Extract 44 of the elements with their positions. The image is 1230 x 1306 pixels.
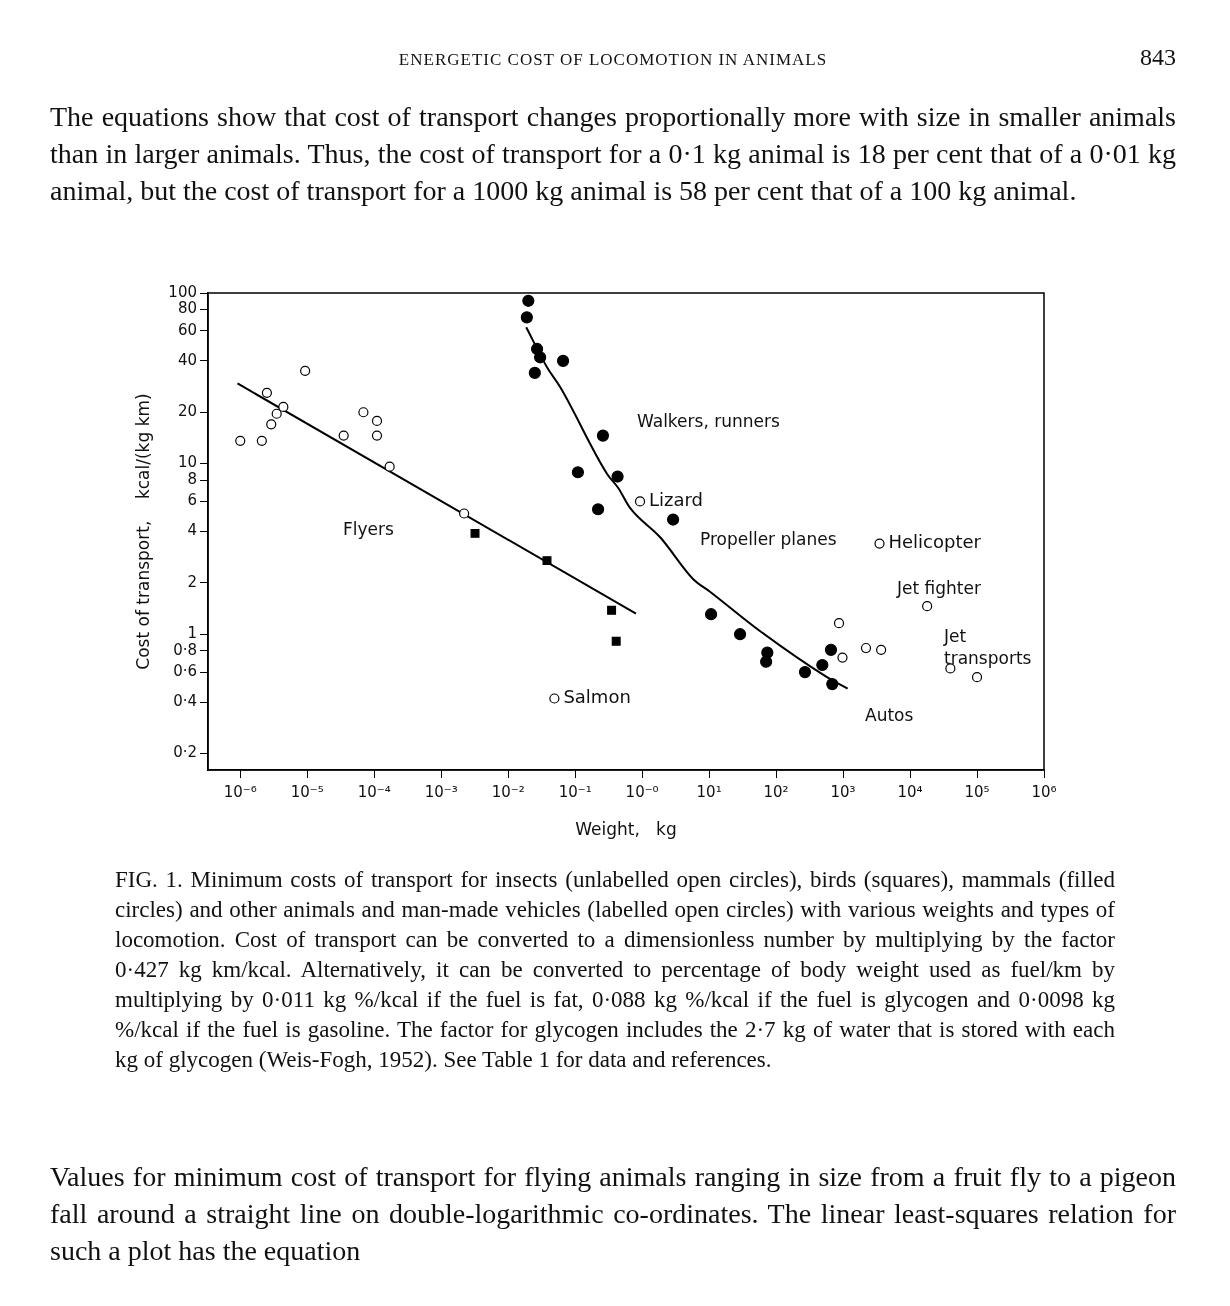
annotation: Autos — [865, 705, 914, 726]
x-tick-label: 10⁴ — [897, 782, 923, 801]
x-tick-label: 10⁶ — [1031, 782, 1057, 801]
y-tick-label: 60 — [177, 320, 197, 339]
annotation: Helicopter — [888, 531, 982, 553]
text: 843 — [1140, 44, 1176, 71]
x-tick-label: 10¹ — [696, 782, 722, 801]
chart-subtitle: The equations show that cost of transport changes proportionally more with size in smaller animals than in larger animals. Thus, the cost of transport for a 0·1 kg animal is 18 per cent that of a 0·01 kg animal, but the cost of transport for a 1000 kg animal is 58 per cent that of a 100 kg animal. — [50, 100, 1176, 208]
annotation: Salmon — [563, 686, 631, 708]
x-tick-label: 10⁻³ — [424, 782, 458, 801]
y-axis-title: Cost of transport, kcal/(kg km) — [132, 393, 153, 670]
y-tick-label: 2 — [187, 572, 197, 591]
x-tick-label: 10⁻⁶ — [223, 782, 257, 801]
x-tick-label: 10⁵ — [964, 782, 990, 801]
caption: FIG. 1. Minimum costs of transport for insects (unlabelled open circles), birds (squares), mammals (filled circles) and other animals and man-made vehicles (labelled open circles) with various weights and types of locomotion. Cost of transport can be converted to a dimensionless number by multiplying by the factor 0·427 kg km/kcal. Alternatively, it can be converted to percentage of body weight used as fuel/km by multiplying by 0·011 kg %/kcal if the fuel is fat, 0·088 kg %/kcal if the fuel is glycogen and 0·0098 kg %/kcal if the fuel is gasoline. The factor for glycogen includes the 2·7 kg of water that is stored with each kg of glycogen (Weis-Fogh, 1952). See Table 1 for data and references. — [115, 866, 1115, 1074]
y-tick-label: 20 — [177, 402, 197, 421]
y-tick-label: 40 — [177, 350, 197, 369]
annotation: Propeller planes — [700, 529, 837, 550]
y-tick-label: 100 — [168, 282, 197, 301]
x-axis-title: Weight, kg — [575, 819, 677, 840]
y-tick-label: 0·2 — [173, 743, 197, 762]
annotation: Walkers, runners — [637, 411, 780, 432]
y-tick-label: 0·6 — [173, 661, 197, 680]
x-tick-label: 10⁻² — [491, 782, 525, 801]
x-tick-label: 10³ — [830, 782, 856, 801]
x-tick-label: 10⁻¹ — [558, 782, 592, 801]
chart-title: ENERGETIC COST OF LOCOMOTION IN ANIMALS — [398, 50, 828, 69]
x-tick-label: 10² — [763, 782, 789, 801]
text: Values for minimum cost of transport for flying animals ranging in size from a fruit fly to a pigeon fall around a straight line on double-logarithmic co-ordinates. The linear least-squares relation for such a plot has the equation — [50, 1160, 1176, 1268]
y-tick-label: 80 — [177, 299, 197, 318]
y-tick-label: 0·4 — [173, 692, 197, 710]
y-tick-label: 6 — [187, 491, 197, 510]
y-tick-label: 8 — [187, 470, 197, 489]
annotation: Flyers — [343, 519, 395, 540]
x-tick-label: 10⁻⁴ — [357, 782, 391, 801]
y-tick-label: 0·8 — [173, 640, 197, 659]
x-tick-label: 10⁻⁵ — [290, 782, 324, 801]
annotation: Jet transports — [943, 626, 1032, 669]
y-tick-label: 10 — [177, 453, 197, 472]
y-tick-label: 4 — [187, 521, 197, 540]
y-tick-label: 1 — [187, 624, 197, 643]
x-tick-label: 10⁻⁰ — [625, 782, 659, 801]
annotation: Jet fighter — [896, 578, 981, 599]
annotation: Lizard — [649, 489, 704, 511]
